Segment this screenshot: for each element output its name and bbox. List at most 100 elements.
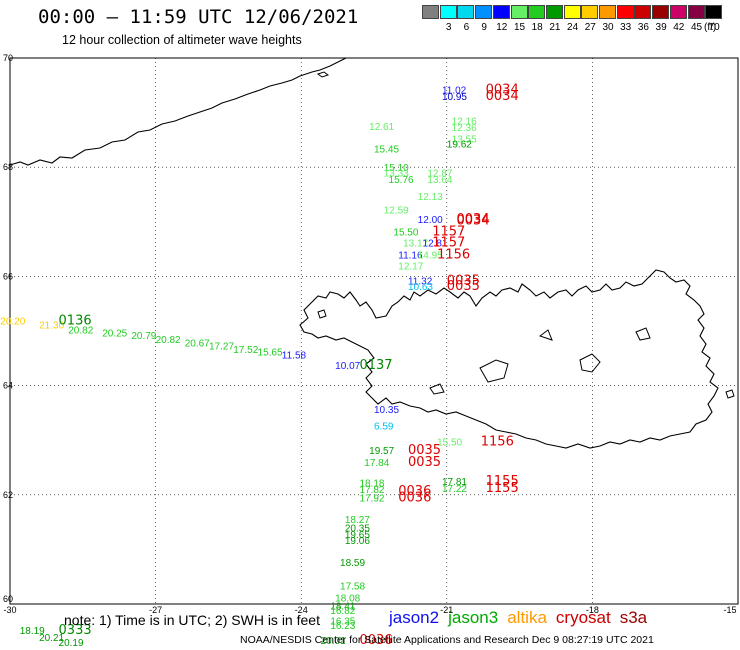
- scale-swatch: [475, 5, 493, 19]
- scale-label: 70: [708, 22, 720, 33]
- map-title: 00:00 – 11:59 UTC 12/06/2021: [38, 6, 359, 28]
- wave-height-label: 15.45: [374, 144, 399, 155]
- scale-swatch: [422, 5, 439, 19]
- wave-height-label: 11.02: [442, 85, 467, 96]
- wave-height-label: 12.16: [452, 117, 477, 128]
- scale-label: 33: [620, 22, 632, 33]
- wave-height-label: 19.65: [345, 530, 370, 541]
- wave-height-label: 15.10: [384, 163, 409, 174]
- footer-credit: NOAA/NESDIS Center for Satellite Applica…: [240, 634, 654, 646]
- wave-height-label: 15.76: [389, 175, 414, 186]
- pass-time-label: 0036: [398, 484, 431, 499]
- scale-swatch: [510, 5, 528, 19]
- latitude-tick-label: 62: [3, 490, 13, 500]
- scale-label: 9: [481, 22, 487, 33]
- pass-time-label: 0035: [447, 279, 480, 294]
- wave-height-label: 17.58: [340, 581, 365, 592]
- pass-time-label: 1155: [486, 481, 519, 496]
- wave-height-label: 12.17: [398, 261, 423, 272]
- wave-height-label: 16.35: [330, 617, 355, 628]
- longitude-tick-label: -24: [295, 605, 308, 615]
- wave-height-label: 20.01: [321, 636, 346, 647]
- time-labels: 0034003400340034115711571156003500350136…: [59, 82, 519, 647]
- pass-time-label: 0036: [398, 490, 431, 505]
- pass-time-label: 0137: [359, 358, 392, 373]
- greenland-coastline: [9, 57, 347, 166]
- scale-label: 15: [513, 22, 526, 33]
- wave-height-label: 20.82: [68, 326, 93, 337]
- wave-height-label: 17.81: [442, 477, 467, 488]
- pass-time-label: 1157: [432, 224, 465, 239]
- pass-time-label: 0034: [457, 212, 490, 227]
- wave-height-label: 17.27: [209, 342, 234, 353]
- scale-swatch: [439, 5, 457, 19]
- footer-note: note: 1) Time is in UTC; 2) SWH is in fe…: [64, 612, 320, 628]
- wave-height-label: 10.35: [374, 405, 399, 416]
- wave-height-label: 13.64: [427, 175, 452, 186]
- wave-height-label: 12.61: [369, 122, 394, 133]
- iceland-lake: [479, 359, 509, 383]
- wave-height-label: 11.16: [398, 250, 423, 261]
- wave-height-label: 15.50: [437, 438, 462, 449]
- map-subtitle: 12 hour collection of altimeter wave hei…: [62, 33, 302, 47]
- satellite-legend-cryosat: cryosat: [555, 608, 611, 627]
- pass-time-label: 1157: [432, 235, 465, 250]
- longitude-tick-label: -30: [3, 605, 16, 615]
- latitude-tick-label: 68: [3, 162, 13, 172]
- satellite-legend-altika: altika: [507, 608, 547, 627]
- scale-label: 42: [673, 22, 685, 33]
- wave-height-label: 19.06: [345, 536, 370, 547]
- wave-height-label: 11.58: [282, 350, 307, 361]
- wave-height-label: 12.87: [427, 168, 452, 179]
- scale-label: 39: [655, 22, 667, 33]
- wave-height-label: 20.67: [185, 338, 210, 349]
- pass-time-label: 0036: [359, 633, 392, 648]
- iceland-lake: [635, 327, 651, 341]
- scale-label: 3: [445, 22, 452, 33]
- wave-height-label: 18.27: [345, 515, 370, 526]
- pass-time-label: 1155: [486, 474, 519, 489]
- wave-height-label: 13.17: [403, 238, 428, 249]
- scale-label: 6: [463, 22, 470, 33]
- pass-time-label: 0034: [486, 82, 519, 97]
- wave-height-label: 15.50: [393, 227, 418, 238]
- iceland-lake: [429, 383, 445, 395]
- wave-height-label: 12.36: [452, 123, 477, 134]
- wave-height-label: 18.18: [359, 479, 384, 490]
- pass-time-label: 0035: [408, 443, 441, 458]
- scale-label: 27: [584, 22, 596, 33]
- scale-swatch: [634, 5, 652, 19]
- longitude-tick-label: -27: [149, 605, 162, 615]
- wave-height-label: 19.57: [369, 446, 394, 457]
- satellite-legend-jason2: jason2: [389, 608, 440, 627]
- iceland-lake: [579, 353, 601, 373]
- wave-height-label: 10.63: [408, 282, 433, 293]
- scale-swatch: [528, 5, 546, 19]
- scale-swatch: [652, 5, 670, 19]
- longitude-tick-label: -21: [440, 605, 453, 615]
- scale-swatch: [581, 5, 599, 19]
- scale-unit: (ft): [704, 22, 717, 33]
- wave-height-label: 12.81: [423, 238, 448, 249]
- wave-height-label: 20.21: [39, 633, 64, 644]
- satellite-legend-s3a: s3a: [619, 608, 648, 627]
- wave-height-label: 12.59: [384, 206, 409, 217]
- scale-swatch: [563, 5, 581, 19]
- pass-time-label: 0333: [59, 623, 92, 638]
- scale-label: 18: [531, 22, 543, 33]
- pass-time-label: 1156: [481, 435, 514, 450]
- wave-height-label: 10.95: [442, 92, 467, 103]
- pass-time-label: 0136: [59, 313, 92, 328]
- wave-height-label: 20.79: [131, 331, 156, 342]
- iceland-coastline: [299, 269, 719, 449]
- scale-label: 30: [602, 22, 614, 33]
- wave-height-label: 17.52: [233, 345, 258, 356]
- latitude-tick-label: 60: [3, 594, 13, 604]
- wave-height-label: 6.59: [374, 421, 394, 432]
- pass-time-label: 0034: [457, 214, 490, 229]
- satellite-legend-jason3: jason3: [448, 608, 499, 627]
- map-frame: [9, 57, 739, 605]
- wave-height-label: 18.59: [340, 558, 365, 569]
